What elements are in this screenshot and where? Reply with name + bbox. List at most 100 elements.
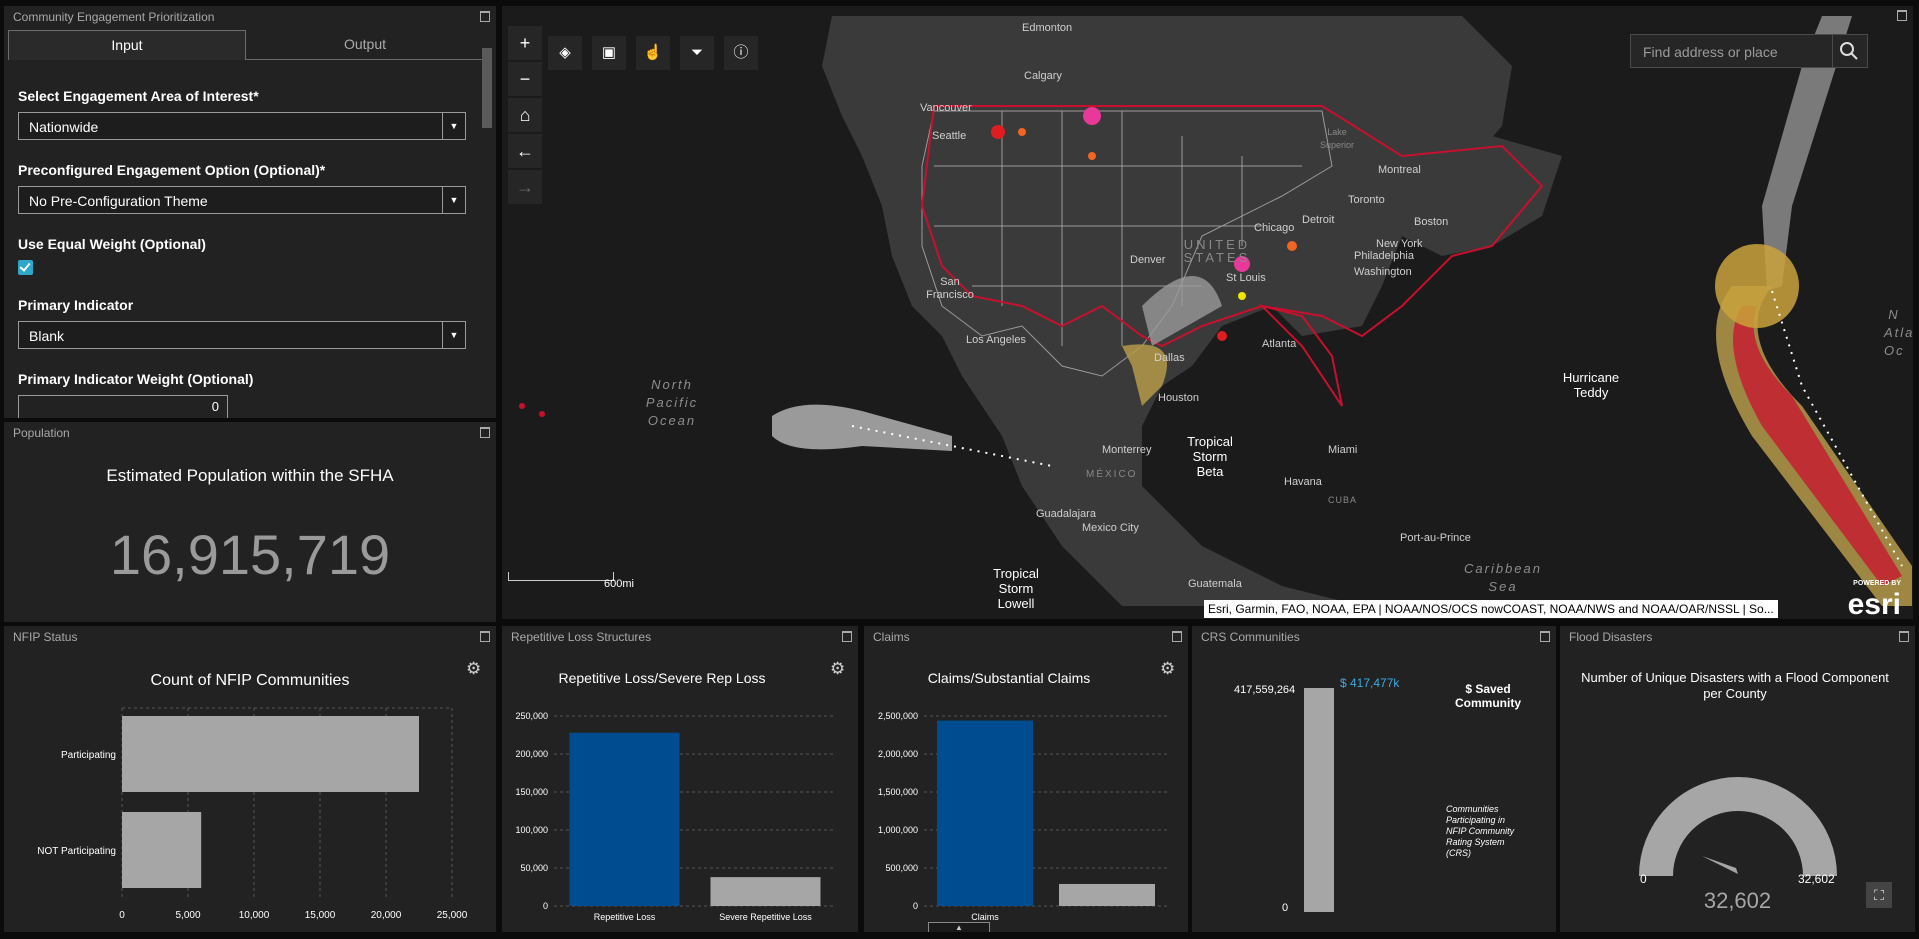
gear-icon[interactable]: ⚙	[1160, 659, 1176, 678]
bar	[569, 732, 680, 906]
zoom-out-button[interactable]: −	[508, 62, 542, 96]
equal-weight-checkbox[interactable]	[18, 260, 33, 275]
esri-logo: POWERED BY esri	[1847, 580, 1901, 619]
map-label: Monterrey	[1102, 444, 1152, 456]
tab-input[interactable]: Input	[8, 30, 246, 60]
map-label: St Louis	[1226, 272, 1266, 284]
equal-weight-label: Use Equal Weight (Optional)	[18, 236, 206, 252]
maximize-icon[interactable]	[1897, 10, 1907, 21]
back-button[interactable]: ←	[508, 134, 542, 168]
collapse-handle[interactable]: ▲	[928, 922, 990, 932]
storm-label: Hurricane Teddy	[1562, 370, 1620, 400]
y-tick-label: 200,000	[515, 749, 548, 759]
bar	[937, 720, 1033, 906]
bar	[122, 716, 419, 792]
map-label: Seattle	[932, 130, 967, 142]
preconfig-select[interactable]: No Pre-Configuration Theme ▼	[18, 186, 466, 214]
home-button[interactable]: ⌂	[508, 98, 542, 132]
map-label: Washington	[1354, 266, 1412, 278]
info-icon[interactable]: ⓘ	[724, 36, 758, 70]
filter-icon[interactable]: ⏷	[680, 36, 714, 70]
maximize-icon[interactable]	[480, 631, 490, 642]
basemap	[502, 6, 1913, 619]
chart-title: Claims/Substantial Claims	[927, 670, 1091, 686]
category-label: Participating	[61, 750, 116, 761]
population-subtitle: Estimated Population within the SFHA	[106, 466, 394, 485]
y-tick-label: 1,500,000	[878, 787, 918, 797]
map-label: New York	[1376, 238, 1423, 250]
maximize-icon[interactable]	[842, 631, 852, 642]
gauge-value: 32,602	[1703, 888, 1772, 913]
layers-icon[interactable]: ◈	[548, 36, 582, 70]
chart-title: Count of NFIP Communities	[150, 672, 350, 689]
category-label: Claims	[971, 912, 999, 922]
gear-icon[interactable]: ⚙	[466, 659, 482, 678]
crs-bar	[1304, 688, 1334, 912]
y-tick-label: 100,000	[515, 825, 548, 835]
map-attribution: Esri, Garmin, FAO, NOAA, EPA | NOAA/NOS/…	[1204, 600, 1778, 618]
input-panel: Community Engagement Prioritization Inpu…	[4, 6, 496, 418]
input-form: Select Engagement Area of Interest* Nati…	[18, 88, 468, 418]
preconfig-label: Preconfigured Engagement Option (Optiona…	[18, 162, 326, 178]
chart-title: Repetitive Loss/Severe Rep Loss	[558, 670, 766, 686]
y-tick-label: 1,000,000	[878, 825, 918, 835]
map-label: Montreal	[1378, 164, 1421, 176]
gauge-min-label: 0	[1640, 872, 1647, 886]
crs-value-label: $ 417,477k	[1340, 676, 1400, 690]
map-view[interactable]: + − ⌂ ← → ◈ ▣ ☝ ⏷ ⓘ Find address or plac…	[502, 6, 1913, 619]
crs-panel: CRS Communities 417,559,264 $ 417,477k $…	[1192, 626, 1556, 932]
storm-label: Tropical Storm Beta	[1187, 434, 1233, 479]
map-label: MÉXICO	[1086, 469, 1138, 480]
area-select[interactable]: Nationwide ▼	[18, 112, 466, 140]
map-label: Chicago	[1254, 222, 1295, 234]
maximize-icon[interactable]	[1540, 631, 1550, 642]
gauge-arc	[1639, 777, 1837, 877]
chevron-down-icon[interactable]: ▼	[442, 113, 465, 139]
forward-button: →	[508, 170, 542, 204]
tab-output[interactable]: Output	[246, 30, 484, 60]
panel-title: NFIP Status	[13, 630, 78, 644]
maximize-icon[interactable]	[480, 427, 490, 438]
map-label: Denver	[1130, 254, 1166, 266]
chevron-down-icon[interactable]: ▼	[442, 187, 465, 213]
basemap-icon[interactable]: ▣	[592, 36, 626, 70]
powered-by-label: POWERED BY	[1853, 580, 1901, 587]
y-tick-label: 0	[913, 901, 918, 911]
claims-panel: Claims Claims/Substantial Claims ⚙ 0 500,…	[864, 626, 1188, 932]
map-label: UNITED STATES	[1183, 237, 1251, 265]
map-label: Mexico City	[1082, 522, 1139, 534]
bar	[710, 877, 821, 906]
maximize-icon[interactable]	[1172, 631, 1182, 642]
map-label: Miami	[1328, 444, 1358, 456]
map-search[interactable]: Find address or place	[1630, 34, 1868, 68]
y-tick-label: 150,000	[515, 787, 548, 797]
map-label: Detroit	[1302, 214, 1335, 226]
ocean-label: N Atla Oc	[1884, 307, 1913, 358]
x-tick-label: 20,000	[371, 910, 402, 921]
fullscreen-button[interactable]: ⛶	[1866, 882, 1892, 908]
scrollbar[interactable]	[480, 34, 494, 418]
maximize-icon[interactable]	[480, 11, 490, 22]
search-input[interactable]: Find address or place	[1643, 44, 1778, 60]
scrollbar-thumb[interactable]	[482, 48, 492, 128]
repetitive-chart: 0 50,000 100,000 150,000 200,000 250,000 Repet…	[515, 711, 836, 922]
esri-logo-text: esri	[1847, 588, 1901, 619]
zoom-in-button[interactable]: +	[508, 26, 542, 60]
maximize-icon[interactable]	[1899, 631, 1909, 642]
search-icon[interactable]	[1832, 35, 1867, 67]
map-label: Vancouver	[920, 102, 972, 114]
primary-weight-input[interactable]: 0	[18, 395, 228, 418]
map-label: Toronto	[1348, 194, 1385, 206]
chevron-down-icon[interactable]: ▼	[442, 322, 465, 348]
select-icon[interactable]: ☝	[636, 36, 670, 70]
gear-icon[interactable]: ⚙	[830, 659, 846, 678]
ocean-label: North Pacific Ocean	[645, 377, 699, 428]
map-label: Calgary	[1024, 70, 1062, 82]
area-label: Select Engagement Area of Interest*	[18, 88, 259, 104]
map-label: Guadalajara	[1036, 508, 1096, 520]
map-label: Port-au-Prince	[1400, 532, 1471, 544]
y-tick-label: 50,000	[520, 863, 548, 873]
scale-bar	[508, 572, 614, 581]
primary-indicator-select[interactable]: Blank ▼	[18, 321, 466, 349]
panel-title: Claims	[873, 630, 910, 644]
